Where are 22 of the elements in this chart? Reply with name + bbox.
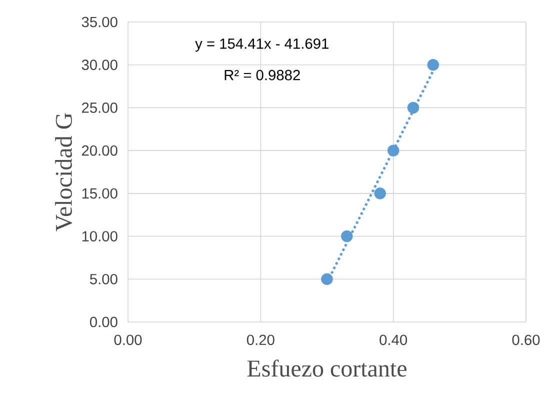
y-tick-label: 20.00 (82, 145, 118, 156)
y-tick-label: 10.00 (82, 231, 118, 242)
point (427, 58, 440, 71)
annotation: R² = 0.9882 (224, 70, 300, 80)
point (321, 273, 333, 285)
point (341, 230, 353, 242)
x-tick-label: 0.40 (380, 334, 408, 346)
x-tick-label: 0.20 (246, 334, 274, 346)
y-tick-label: 5.00 (90, 274, 118, 284)
y-tick-label: 15.00 (82, 188, 118, 199)
annotation: y = 154.41x - 41.691 (195, 38, 328, 52)
y-tick-label: 35.00 (82, 16, 118, 28)
point (407, 102, 420, 114)
point (387, 144, 400, 156)
x-axis-title: Esfuezo cortante (247, 360, 406, 377)
y-tick-label: 0.00 (90, 316, 118, 328)
point (374, 188, 386, 200)
y-tick-label: 25.00 (82, 102, 118, 113)
y-axis-title: Velocidad G (55, 113, 72, 232)
x-tick-label: 0.60 (512, 334, 540, 346)
x-tick-label: 0.00 (114, 334, 142, 346)
y-tick-label: 30.00 (82, 60, 118, 70)
